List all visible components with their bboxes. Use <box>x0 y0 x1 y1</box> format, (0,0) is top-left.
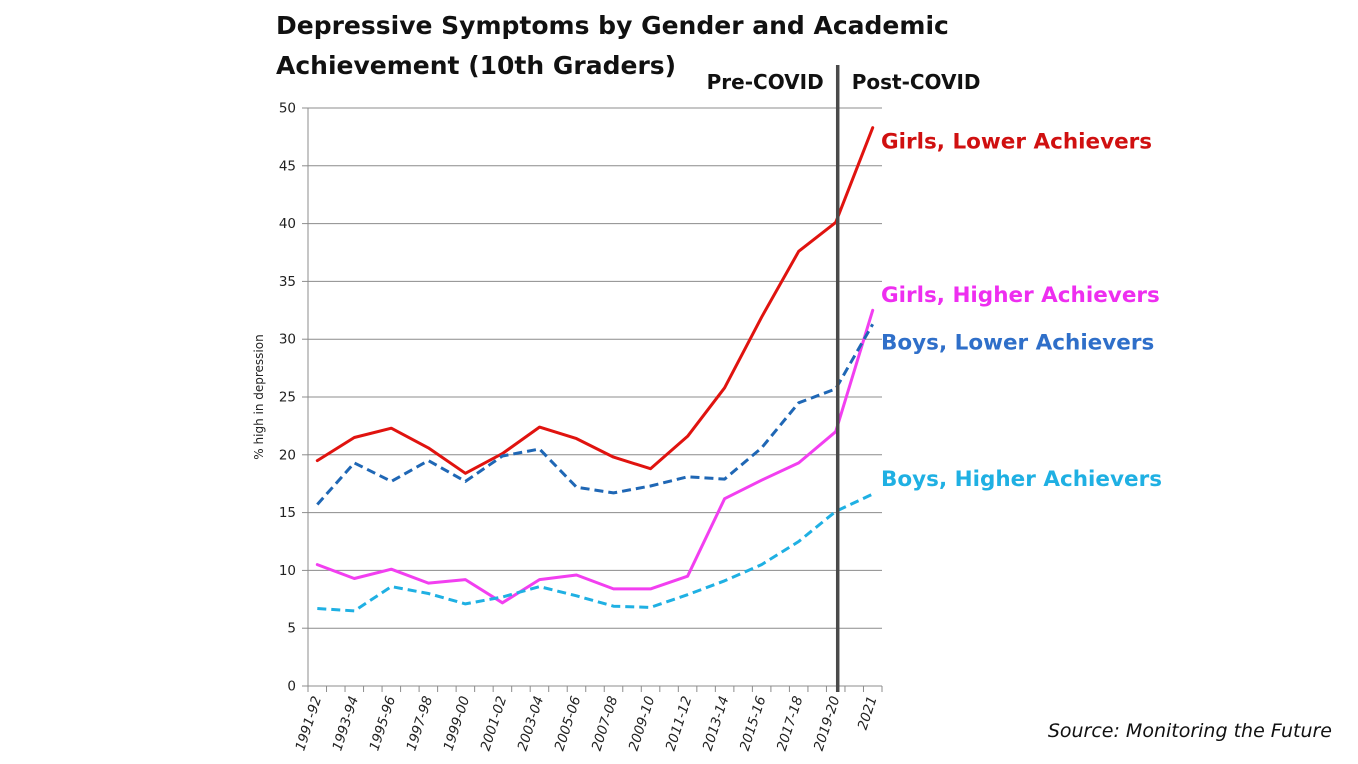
source-note: Source: Monitoring the Future <box>1047 720 1332 742</box>
x-tick-label-2009-10: 2009-10 <box>626 694 659 753</box>
x-tick-label-1991-92: 1991-92 <box>292 694 325 753</box>
y-tick-label-20: 20 <box>279 447 296 463</box>
series-line-2 <box>315 308 875 605</box>
y-tick-label-30: 30 <box>279 332 296 348</box>
y-tick-label-10: 10 <box>279 563 296 579</box>
x-tick-label-1993-94: 1993-94 <box>329 694 362 753</box>
series-line-3 <box>316 323 875 506</box>
series-line-4 <box>317 492 874 613</box>
x-tick-label-2021: 2021 <box>855 694 881 732</box>
gridlines <box>308 107 882 629</box>
x-tick-label-2013-14: 2013-14 <box>700 694 733 753</box>
pre-covid-label: Pre-COVID <box>707 70 824 94</box>
y-tick-label-40: 40 <box>279 216 296 232</box>
x-tick-label-2003-04: 2003-04 <box>515 694 548 753</box>
series-label-1: Girls, Lower Achievers <box>881 129 1152 154</box>
y-tick-label-15: 15 <box>279 505 296 521</box>
x-tick-label-2001-02: 2001-02 <box>478 694 511 753</box>
y-axis-label: % high in depression <box>252 334 266 459</box>
data-series <box>315 126 875 613</box>
x-tick-label-1997-98: 1997-98 <box>404 694 437 753</box>
y-axis-ticks: 0 5 10 15 20 25 30 35 40 45 50 <box>279 101 308 695</box>
y-tick-label-0: 0 <box>287 679 296 695</box>
chart-title-line-1: Depressive Symptoms by Gender and Academ… <box>276 11 949 40</box>
covid-divider: Pre-COVID Post-COVID <box>707 65 981 692</box>
x-tick-label-2007-08: 2007-08 <box>589 694 622 753</box>
x-axis-ticks: 1991-92 1993-94 1995-96 1997-98 1999-00 2001-… <box>292 686 883 753</box>
x-tick-label-2011-12: 2011-12 <box>663 694 696 753</box>
series-line-1 <box>315 126 875 475</box>
series-labels: Girls, Lower Achievers Girls, Higher Achi… <box>881 129 1162 492</box>
series-label-4: Boys, Higher Achievers <box>881 467 1162 492</box>
chart-title: Depressive Symptoms by Gender and Academ… <box>276 6 976 86</box>
x-tick-label-2017-18: 2017-18 <box>774 694 807 753</box>
y-tick-label-35: 35 <box>279 274 296 290</box>
x-tick-label-1999-00: 1999-00 <box>441 694 474 753</box>
y-tick-label-50: 50 <box>279 101 296 117</box>
y-tick-label-25: 25 <box>279 390 296 406</box>
series-label-2: Girls, Higher Achievers <box>881 283 1160 308</box>
x-tick-label-2019-20: 2019-20 <box>811 694 844 753</box>
x-tick-label-2005-06: 2005-06 <box>552 694 585 753</box>
x-tick-label-2015-16: 2015-16 <box>737 694 770 753</box>
series-label-3: Boys, Lower Achievers <box>881 331 1154 356</box>
y-tick-label-5: 5 <box>287 621 296 637</box>
post-covid-label: Post-COVID <box>852 70 981 94</box>
y-tick-label-45: 45 <box>279 158 296 174</box>
chart-title-line-2: Achievement (10th Graders) <box>276 51 677 80</box>
x-tick-label-1995-96: 1995-96 <box>366 694 399 753</box>
